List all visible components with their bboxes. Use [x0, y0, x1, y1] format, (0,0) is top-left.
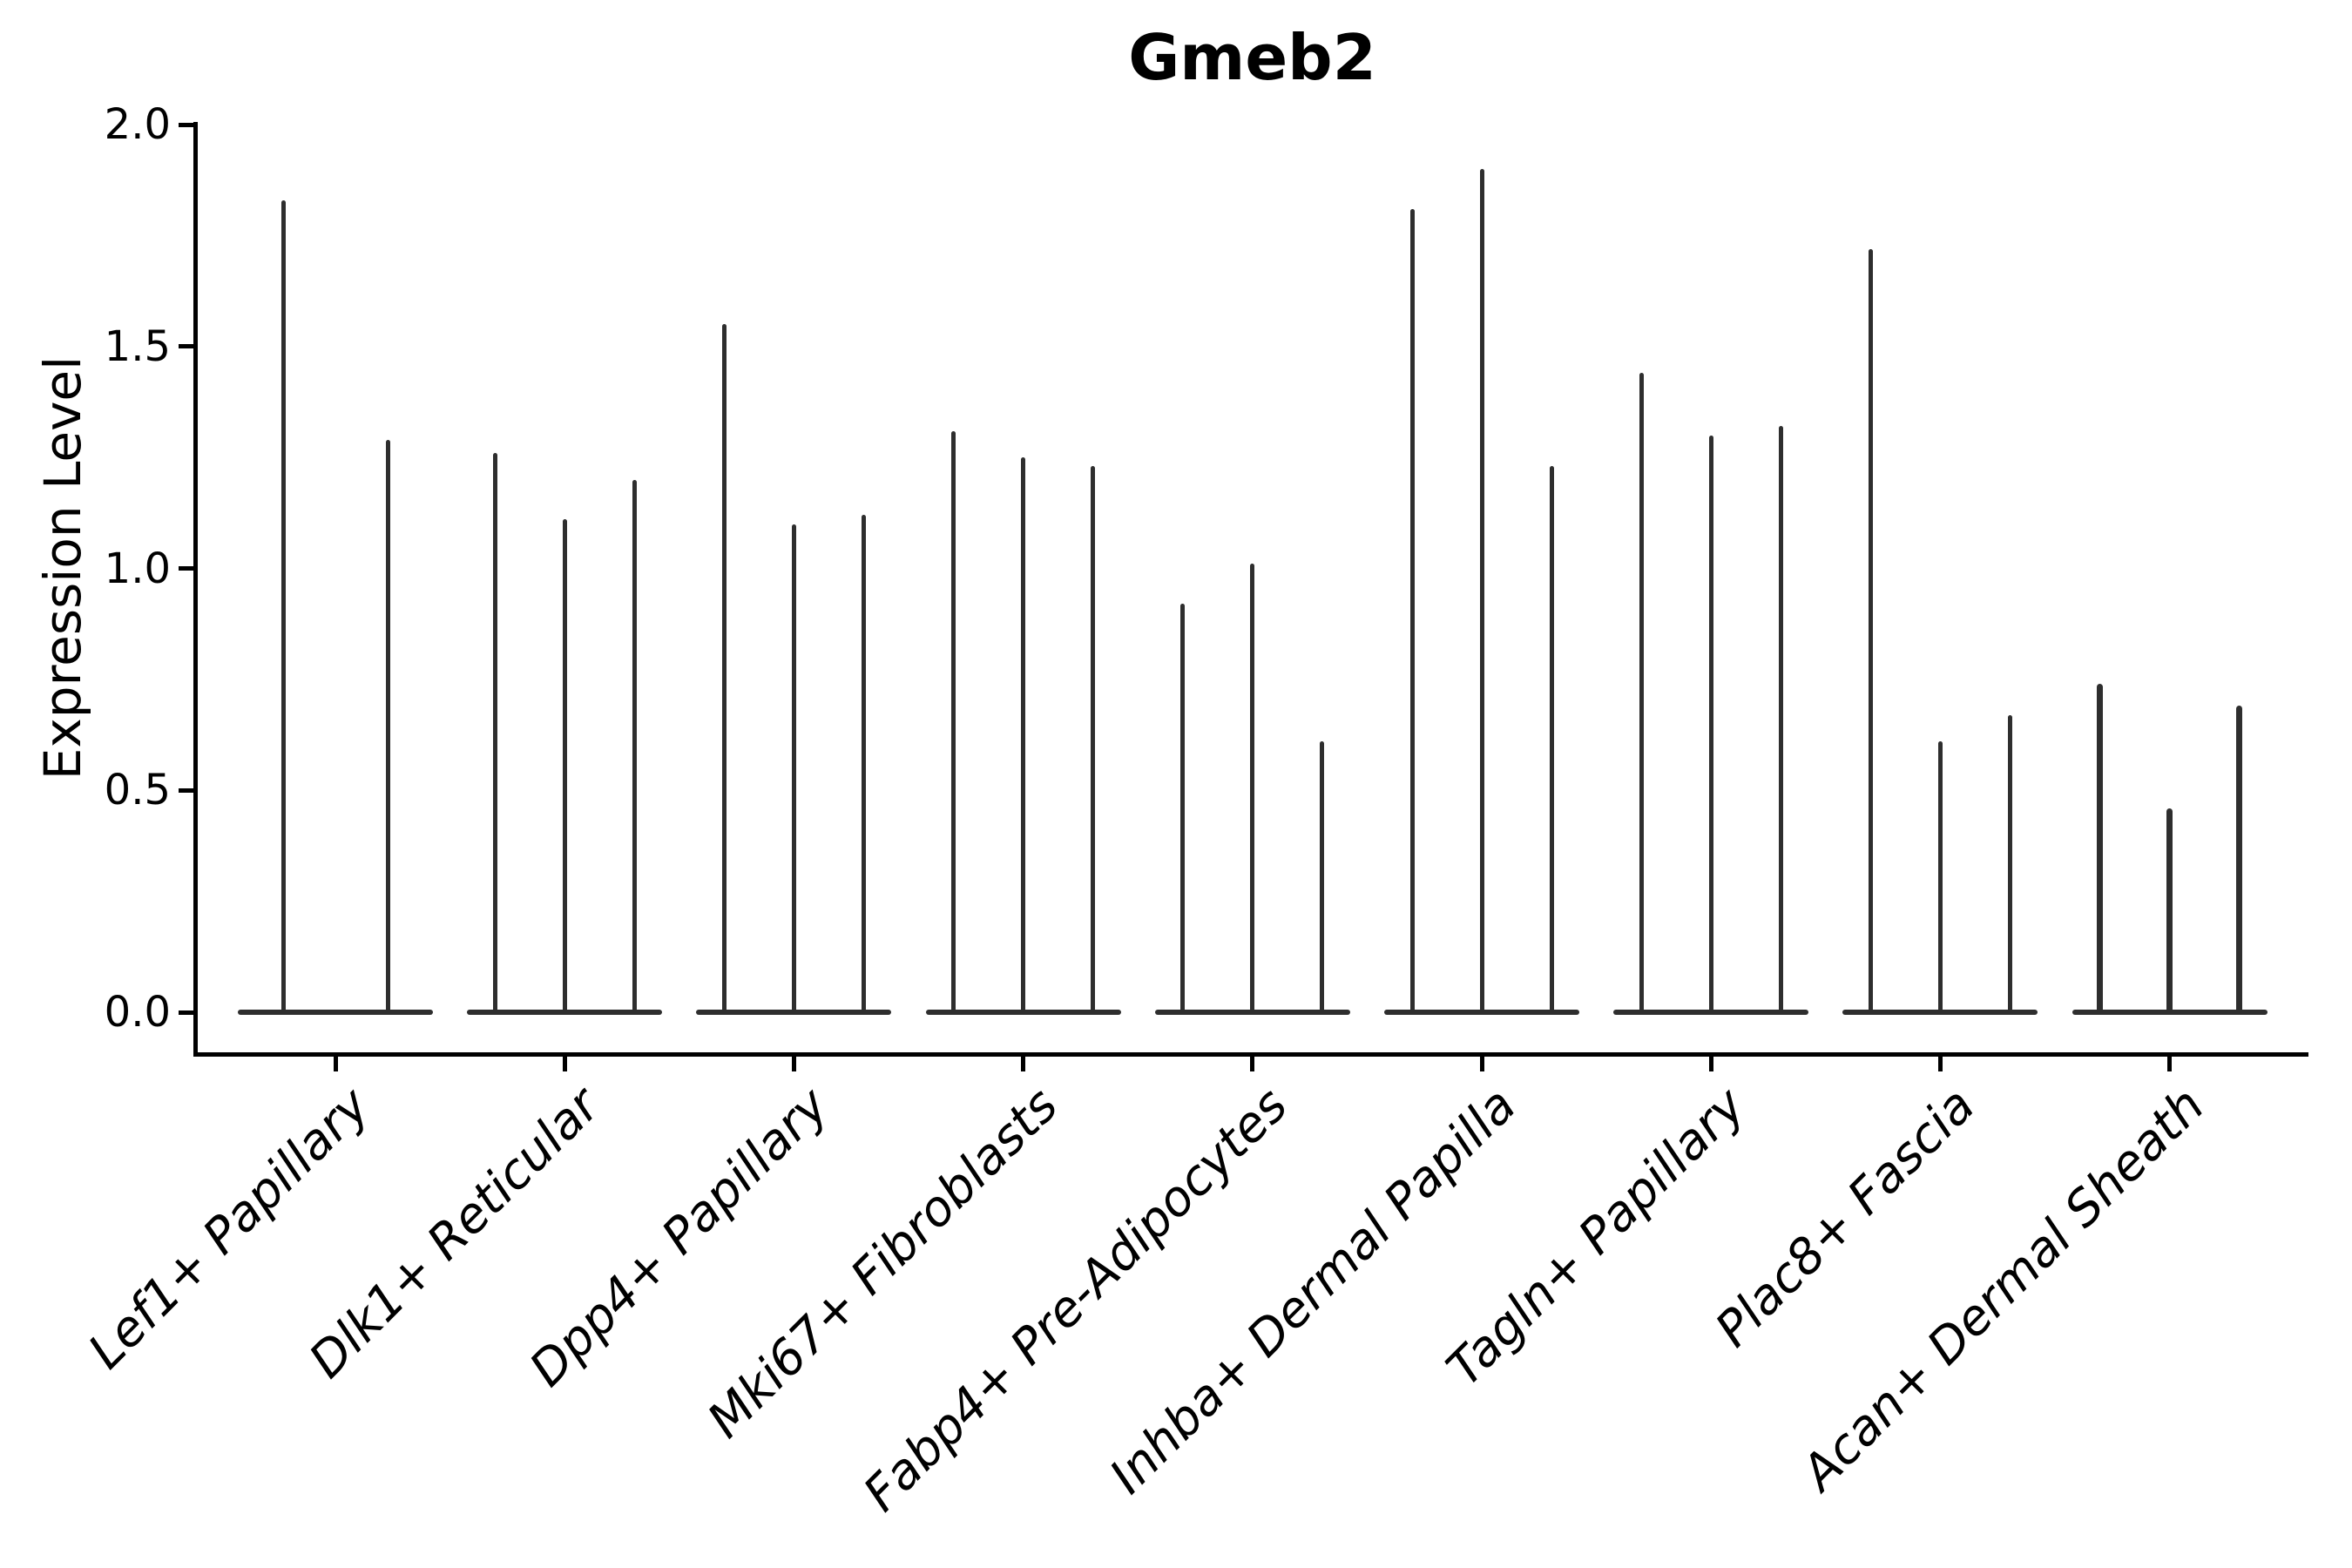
y-axis-line [193, 122, 198, 1057]
violin-spike [562, 519, 567, 1012]
violin-baseline [1384, 1010, 1579, 1015]
y-tick-label: 0.0 [104, 988, 171, 1037]
violin-spike [1091, 466, 1096, 1012]
y-tick-label: 0.5 [104, 766, 171, 815]
y-tick-mark [179, 787, 193, 793]
violin-spike [2166, 808, 2173, 1012]
violin-baseline [2072, 1010, 2268, 1015]
x-tick-mark [1250, 1057, 1255, 1071]
x-category-label: Inhba+ Dermal Papilla [1099, 1077, 1528, 1505]
y-tick-mark [179, 122, 193, 127]
x-tick-mark [2167, 1057, 2173, 1071]
violin-baseline [1613, 1010, 1809, 1015]
violin-spike [492, 453, 497, 1012]
violin-spike [2007, 714, 2012, 1012]
y-tick-label: 2.0 [104, 100, 171, 149]
violin-spike [1250, 564, 1255, 1012]
x-tick-mark [1937, 1057, 1943, 1071]
violin-spike [1479, 168, 1484, 1012]
chart-title: Gmeb2 [1128, 21, 1376, 94]
violin-spike [2097, 683, 2104, 1012]
x-category-label: Acan+ Dermal Sheath [1791, 1077, 2216, 1502]
y-tick-mark [179, 344, 193, 349]
violin-baseline [696, 1010, 892, 1015]
violin-spike [1409, 208, 1415, 1012]
violin-spike [1868, 248, 1873, 1012]
x-tick-mark [791, 1057, 796, 1071]
violin-spike [951, 430, 956, 1012]
violin-spike [1708, 435, 1713, 1012]
violin-spike [1778, 426, 1783, 1012]
violin-spike [791, 524, 796, 1012]
x-tick-mark [1479, 1057, 1484, 1071]
x-tick-mark [1021, 1057, 1026, 1071]
violin-spike [632, 479, 637, 1012]
x-tick-mark [333, 1057, 338, 1071]
y-tick-label: 1.0 [104, 544, 171, 593]
violin-spike [385, 439, 390, 1012]
violin-spike [1549, 466, 1554, 1012]
violin-baseline [238, 1010, 433, 1015]
y-tick-mark [179, 566, 193, 571]
violin-baseline [1842, 1010, 2038, 1015]
x-tick-mark [1708, 1057, 1713, 1071]
y-tick-mark [179, 1010, 193, 1015]
violin-spike [1320, 741, 1325, 1012]
violin-spike [1639, 373, 1644, 1012]
violin-spike [1180, 604, 1186, 1012]
violin-spike [721, 324, 727, 1012]
violin-spike [1937, 741, 1943, 1012]
y-tick-label: 1.5 [104, 321, 171, 371]
violin-baseline [467, 1010, 663, 1015]
violin-spike [280, 199, 286, 1012]
violin-spike [861, 515, 866, 1012]
x-axis-line [193, 1052, 2308, 1057]
violin-baseline [925, 1010, 1121, 1015]
violin-spike [2236, 706, 2243, 1012]
x-tick-mark [562, 1057, 567, 1071]
x-category-label: Fabp4+ Pre-Adipocytes [852, 1077, 1299, 1523]
violin-baseline [1154, 1010, 1350, 1015]
violin-spike [1021, 457, 1026, 1012]
